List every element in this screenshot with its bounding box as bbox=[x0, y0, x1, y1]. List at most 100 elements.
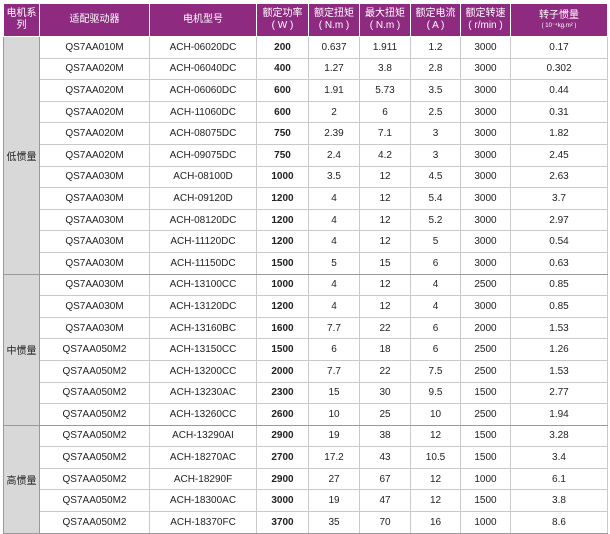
cell-torque: 1.91 bbox=[308, 79, 360, 102]
header-series: 电机系列 bbox=[3, 3, 40, 37]
cell-max-torque: 12 bbox=[359, 208, 411, 232]
table-row: QS7AA020M ACH-09075DC 750 2.4 4.2 3 3000 2.45 bbox=[4, 143, 608, 167]
cell-current: 5.4 bbox=[410, 187, 461, 210]
cell-current: 2.5 bbox=[410, 100, 461, 124]
header-speed: 额定转速( r/min ) bbox=[460, 3, 511, 37]
cell-inertia: 0.63 bbox=[510, 251, 608, 275]
cell-power: 2900 bbox=[256, 424, 309, 448]
cell-max-torque: 25 bbox=[359, 403, 411, 426]
cell-model: ACH-08075DC bbox=[149, 122, 257, 145]
cell-power: 1000 bbox=[256, 273, 309, 297]
cell-torque: 35 bbox=[308, 511, 360, 534]
cell-driver: QS7AA030M bbox=[39, 273, 150, 297]
cell-inertia: 6.1 bbox=[510, 467, 608, 491]
cell-power: 3000 bbox=[256, 489, 309, 513]
cell-power: 600 bbox=[256, 100, 309, 124]
header-current-label: 额定电流 bbox=[415, 8, 456, 19]
cell-speed: 3000 bbox=[460, 251, 511, 275]
header-driver-label: 适配驱动器 bbox=[69, 14, 120, 25]
table-body: 低惯量 QS7AA010M ACH-06020DC 200 0.637 1.911 1.2 3… bbox=[3, 36, 608, 534]
header-power-label: 额定功率 bbox=[262, 8, 303, 19]
cell-inertia: 2.45 bbox=[510, 143, 608, 167]
header-max-torque-unit: ( N.m ) bbox=[369, 20, 401, 31]
cell-max-torque: 43 bbox=[359, 446, 411, 469]
cell-model: ACH-13200CC bbox=[149, 359, 257, 383]
table-row: QS7AA030M ACH-13160BC 1600 7.7 22 6 2000 1.53 bbox=[4, 316, 608, 340]
cell-power: 2300 bbox=[256, 381, 309, 405]
cell-model: ACH-06020DC bbox=[149, 36, 257, 59]
cell-current: 12 bbox=[410, 467, 461, 491]
cell-speed: 3000 bbox=[460, 143, 511, 167]
cell-driver: QS7AA050M2 bbox=[39, 338, 150, 361]
table-row: QS7AA030M ACH-11150DC 1500 5 15 6 3000 0.63 bbox=[4, 251, 608, 275]
cell-driver: QS7AA050M2 bbox=[39, 489, 150, 513]
cell-current: 10 bbox=[410, 403, 461, 426]
cell-power: 600 bbox=[256, 79, 309, 102]
cell-current: 12 bbox=[410, 489, 461, 513]
cell-model: ACH-06040DC bbox=[149, 57, 257, 81]
cell-inertia: 1.26 bbox=[510, 338, 608, 361]
cell-driver: QS7AA020M bbox=[39, 122, 150, 145]
cell-driver: QS7AA030M bbox=[39, 295, 150, 318]
cell-torque: 5 bbox=[308, 251, 360, 275]
cell-max-torque: 30 bbox=[359, 381, 411, 405]
cell-power: 3700 bbox=[256, 511, 309, 534]
table-row: QS7AA050M2 ACH-18290F 2900 27 67 12 1000 6.1 bbox=[4, 467, 608, 491]
cell-current: 4 bbox=[410, 295, 461, 318]
cell-speed: 3000 bbox=[460, 187, 511, 210]
cell-torque: 4 bbox=[308, 273, 360, 297]
series-cell: 中惯量 bbox=[3, 273, 40, 426]
cell-power: 750 bbox=[256, 122, 309, 145]
cell-inertia: 0.302 bbox=[510, 57, 608, 81]
header-speed-label: 额定转速 bbox=[465, 8, 506, 19]
series-cell: 高惯量 bbox=[3, 424, 40, 534]
cell-speed: 3000 bbox=[460, 165, 511, 189]
cell-torque: 2.4 bbox=[308, 143, 360, 167]
cell-current: 10.5 bbox=[410, 446, 461, 469]
cell-torque: 0.637 bbox=[308, 36, 360, 59]
cell-model: ACH-11060DC bbox=[149, 100, 257, 124]
cell-torque: 15 bbox=[308, 381, 360, 405]
cell-speed: 1000 bbox=[460, 511, 511, 534]
cell-inertia: 0.85 bbox=[510, 295, 608, 318]
cell-current: 6 bbox=[410, 316, 461, 340]
cell-max-torque: 6 bbox=[359, 100, 411, 124]
cell-max-torque: 22 bbox=[359, 316, 411, 340]
cell-max-torque: 15 bbox=[359, 251, 411, 275]
cell-torque: 10 bbox=[308, 403, 360, 426]
cell-max-torque: 38 bbox=[359, 424, 411, 448]
cell-power: 1200 bbox=[256, 230, 309, 253]
table-row: 低惯量 QS7AA010M ACH-06020DC 200 0.637 1.911 1.2 3… bbox=[3, 36, 608, 275]
cell-inertia: 1.53 bbox=[510, 359, 608, 383]
cell-inertia: 8.6 bbox=[510, 511, 608, 534]
cell-driver: QS7AA020M bbox=[39, 79, 150, 102]
header-torque: 额定扭矩( N.m ) bbox=[308, 3, 360, 37]
cell-max-torque: 7.1 bbox=[359, 122, 411, 145]
cell-driver: QS7AA050M2 bbox=[39, 359, 150, 383]
table-row: QS7AA030M ACH-11120DC 1200 4 12 5 3000 0.54 bbox=[4, 230, 608, 253]
cell-speed: 1500 bbox=[460, 424, 511, 448]
cell-inertia: 3.4 bbox=[510, 446, 608, 469]
table-row: QS7AA020M ACH-11060DC 600 2 6 2.5 3000 0.31 bbox=[4, 100, 608, 124]
cell-torque: 7.7 bbox=[308, 359, 360, 383]
cell-max-torque: 18 bbox=[359, 338, 411, 361]
cell-power: 2700 bbox=[256, 446, 309, 469]
cell-driver: QS7AA050M2 bbox=[39, 424, 150, 448]
cell-inertia: 0.31 bbox=[510, 100, 608, 124]
cell-power: 1600 bbox=[256, 316, 309, 340]
cell-max-torque: 22 bbox=[359, 359, 411, 383]
cell-torque: 17.2 bbox=[308, 446, 360, 469]
cell-power: 2900 bbox=[256, 467, 309, 491]
cell-torque: 4 bbox=[308, 208, 360, 232]
cell-inertia: 0.17 bbox=[510, 36, 608, 59]
cell-inertia: 2.97 bbox=[510, 208, 608, 232]
cell-speed: 3000 bbox=[460, 295, 511, 318]
cell-speed: 2500 bbox=[460, 359, 511, 383]
cell-driver: QS7AA030M bbox=[39, 230, 150, 253]
cell-current: 2.8 bbox=[410, 57, 461, 81]
cell-inertia: 0.54 bbox=[510, 230, 608, 253]
cell-max-torque: 70 bbox=[359, 511, 411, 534]
cell-current: 12 bbox=[410, 424, 461, 448]
cell-model: ACH-18270AC bbox=[149, 446, 257, 469]
cell-speed: 3000 bbox=[460, 36, 511, 59]
